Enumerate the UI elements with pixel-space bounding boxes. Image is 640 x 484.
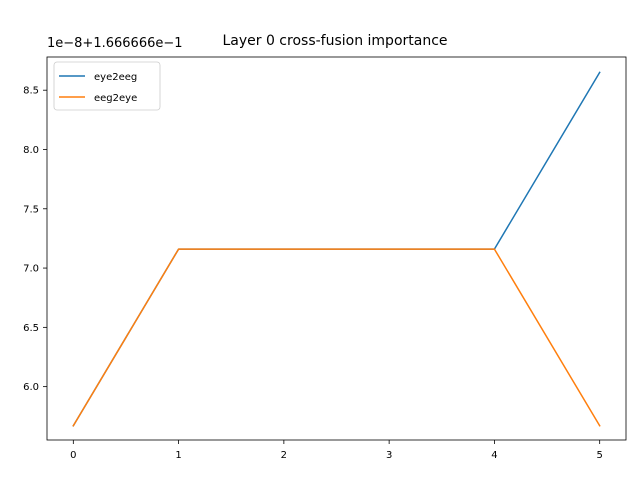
y-tick-label: 8.0 — [23, 145, 39, 156]
x-tick-label: 0 — [70, 450, 76, 461]
y-tick-label: 7.0 — [23, 264, 39, 275]
x-tick-label: 4 — [491, 450, 497, 461]
x-tick-label: 2 — [281, 450, 287, 461]
x-tick-label: 5 — [596, 450, 602, 461]
y-tick-label: 6.0 — [23, 382, 39, 393]
y-tick-label: 7.5 — [23, 204, 39, 215]
y-axis-offset-text: 1e−8+1.666666e−1 — [47, 36, 183, 51]
chart-title: Layer 0 cross-fusion importance — [222, 33, 447, 49]
legend-label-eye2eeg: eye2eeg — [94, 72, 137, 83]
x-tick-label: 3 — [386, 450, 392, 461]
y-tick-label: 8.5 — [23, 86, 39, 97]
y-tick-label: 6.5 — [23, 323, 39, 334]
legend-label-eeg2eye: eeg2eye — [94, 93, 137, 104]
x-tick-label: 1 — [175, 450, 181, 461]
